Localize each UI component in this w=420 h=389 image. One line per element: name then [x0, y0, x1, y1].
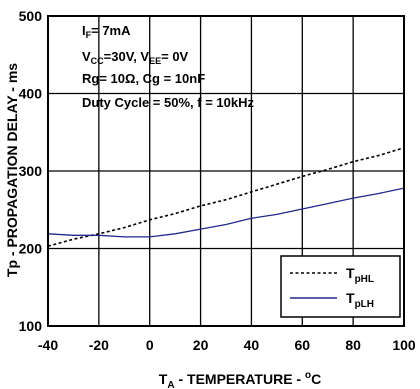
series-line-tphl — [47, 147, 405, 247]
plot-frame — [47, 15, 405, 327]
x-tick-label: 40 — [244, 337, 260, 353]
conditions-block: IF= 7mA VCC=30V, VEE= 0V Rg= 10Ω, Cg = 1… — [82, 23, 254, 110]
x-tick-label: 80 — [345, 337, 361, 353]
x-tick-label: 20 — [193, 337, 209, 353]
legend-box — [280, 255, 401, 318]
legend: TpHL TpLH — [280, 255, 401, 318]
y-axis-title: Tp - PROPAGATION DELAY - ms — [4, 63, 20, 277]
y-tick-label: 500 — [19, 8, 43, 24]
y-tick-label: 300 — [19, 163, 43, 179]
x-tick-label: 0 — [146, 337, 154, 353]
tick-labels: -40 -20 0 20 40 60 80 100 100 200 300 400 500 — [19, 8, 416, 353]
y-tick-label: 100 — [19, 318, 43, 334]
condition-if: IF= 7mA — [82, 23, 131, 40]
x-tick-label: -20 — [89, 337, 109, 353]
condition-rg-cg: Rg= 10Ω, Cg = 10nF — [82, 71, 205, 86]
y-tick-label: 400 — [19, 86, 43, 102]
grid — [48, 16, 404, 326]
condition-duty-freq: Duty Cycle = 50%, f = 10kHz — [82, 95, 254, 110]
x-tick-label: 60 — [294, 337, 310, 353]
condition-vcc-vee: VCC=30V, VEE= 0V — [82, 49, 189, 66]
y-tick-label: 200 — [19, 241, 43, 257]
series-layer — [47, 147, 405, 247]
x-tick-label: -40 — [38, 337, 58, 353]
x-tick-label: 100 — [392, 337, 416, 353]
legend-label-tplh: TpLH — [346, 290, 374, 310]
x-axis-title: TA - TEMPERATURE - oC — [159, 370, 321, 389]
legend-label-tphl: TpHL — [346, 265, 374, 285]
series-line-tplh — [47, 187, 405, 238]
